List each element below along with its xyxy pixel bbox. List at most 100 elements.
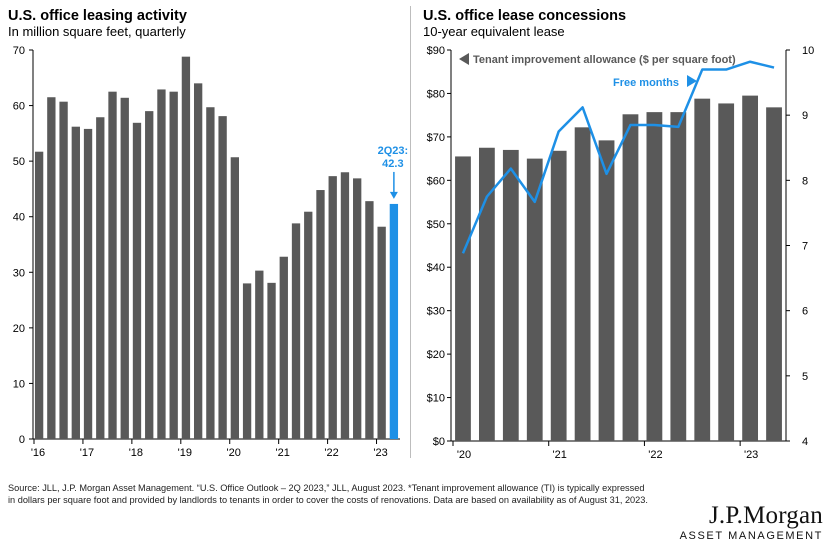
chart-title: U.S. office lease concessions [423,8,627,24]
bar [622,114,639,441]
chart-subtitle: In million square feet, quarterly [8,24,186,39]
annotation-arrow-head [389,191,398,199]
y-tick-label: 60 [13,101,25,113]
bar [550,150,567,441]
bar [377,226,386,439]
source-note: Source: JLL, J.P. Morgan Asset Managemen… [8,483,648,506]
y-tick-label: $60 [427,175,445,187]
bar [766,107,782,441]
bar [574,127,591,441]
legend-free-months-marker [687,75,697,87]
y-tick-label: $20 [427,349,445,361]
panel-divider [410,6,411,458]
bar [316,190,325,439]
bar [193,83,203,439]
x-tick-label: '16 [31,447,45,459]
bar [120,97,129,439]
y2-tick-label: 5 [802,371,808,383]
bar [230,157,240,439]
bar [694,98,711,441]
y-tick-label: $80 [427,88,445,100]
logo-subtitle: ASSET MANAGEMENT [679,530,823,542]
y2-tick-label: 6 [802,306,808,318]
bar [242,283,252,439]
bar [478,147,495,441]
bar [328,176,337,439]
lease-concessions-chart: U.S. office lease concessions 10-year eq… [415,0,831,462]
y-tick-label: $90 [427,45,445,57]
bar [169,91,178,439]
legend-ti-marker [459,53,469,65]
y-tick-label: $0 [433,436,445,448]
y-tick-label: 70 [13,45,25,57]
annotation-value: 42.3 [382,158,403,170]
bar [108,91,117,439]
leasing-activity-chart: U.S. office leasing activity In million … [0,0,410,462]
leasing-activity-plot: 0 10 20 30 40 50 60 70 '16 '17 '18 '19 '20 '21 '22 '23 2… [13,45,409,459]
chart-subtitle: 10-year equivalent lease [423,24,565,39]
bar [502,149,519,441]
bar [291,223,301,439]
bar [646,112,663,442]
x-tick-label: '23 [744,449,758,461]
y2-tick-label: 4 [802,436,808,448]
x-tick-label: '21 [275,447,289,459]
bar [96,117,105,440]
bar [71,126,80,439]
bar [145,111,154,439]
bar [267,282,276,439]
y2-tick-label: 7 [802,241,808,253]
bar [181,56,191,439]
bar [455,156,471,441]
x-tick-label: '23 [373,447,387,459]
legend-free-months-label: Free months [613,77,679,89]
bar [132,122,142,439]
y-tick-label: 50 [13,156,25,168]
y2-tick-label: 9 [802,110,808,122]
bar [718,103,735,441]
bar [279,256,288,439]
y2-tick-label: 10 [802,45,814,57]
chart-title: U.S. office leasing activity [8,8,187,24]
x-tick-label: '22 [648,449,662,461]
y-tick-label: $50 [427,219,445,231]
jpmorgan-logo: J.P.Morgan ASSET MANAGEMENT [679,502,823,543]
y-tick-label: 0 [19,434,25,446]
annotation-label: 2Q23: [378,145,409,157]
bar [47,97,56,439]
bar [526,158,543,441]
bar [340,172,350,439]
y-tick-label: 40 [13,212,25,224]
free-months-line [461,60,775,254]
bar [742,95,759,441]
y2-tick-label: 8 [802,175,808,187]
y-tick-label: $40 [427,262,445,274]
bar [218,116,227,439]
lease-concessions-plot: $0 $10 $20 $30 $40 $50 $60 $70 $80 $90 4 5 6 7 8 9 10 '20… [427,45,815,461]
bar [83,128,93,439]
bar [353,178,362,439]
bar [206,107,215,439]
x-tick-label: '17 [80,447,94,459]
bar [59,101,68,439]
bar [598,140,615,441]
legend-ti-label: Tenant improvement allowance ($ per squa… [473,54,736,66]
x-tick-label: '21 [553,449,567,461]
logo-name: J.P.Morgan [708,502,823,529]
y-tick-label: 30 [13,267,25,279]
x-tick-label: '20 [227,447,241,459]
y-tick-label: 10 [13,378,25,390]
bar [157,89,166,439]
y-tick-label: $30 [427,306,445,318]
bar [34,151,44,439]
bar-highlight [389,203,399,439]
y-tick-label: 20 [13,323,25,335]
x-tick-label: '19 [178,447,192,459]
y-tick-label: $70 [427,132,445,144]
x-tick-label: '20 [457,449,471,461]
bar [304,211,313,439]
y-tick-label: $10 [427,393,445,405]
bar [365,201,374,439]
x-tick-label: '22 [324,447,338,459]
x-tick-label: '18 [129,447,143,459]
